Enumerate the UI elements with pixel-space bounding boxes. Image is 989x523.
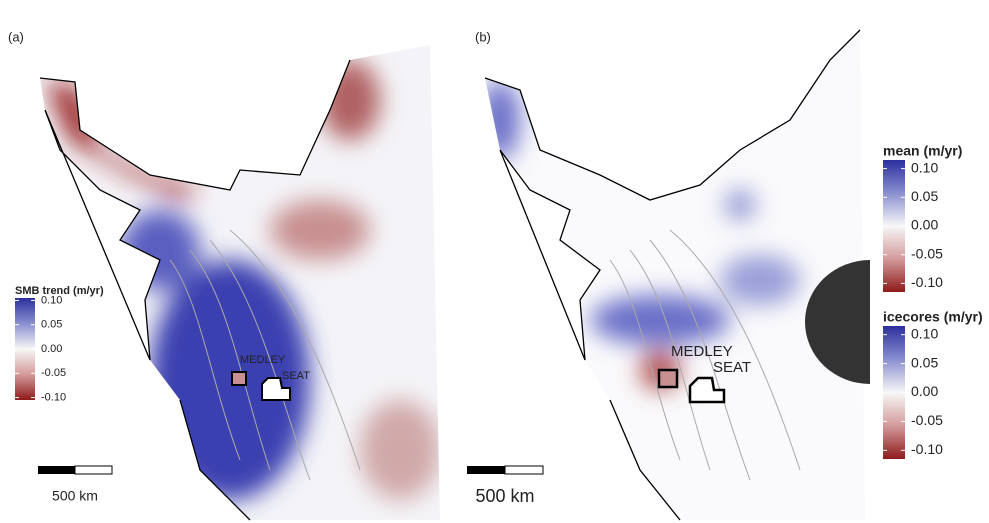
panel-label: (b)	[475, 29, 491, 44]
colorbar-label: 0.10	[41, 294, 62, 306]
colorbar-label: 0.05	[911, 188, 938, 204]
map-a	[0, 0, 460, 523]
site-box	[659, 370, 677, 387]
site-label: MEDLEY	[671, 343, 733, 360]
colorbar-label: -0.05	[911, 245, 943, 261]
legend-title: mean (m/yr)	[883, 143, 962, 159]
colorbar-label: -0.10	[41, 391, 66, 403]
site-label: MEDLEY	[240, 354, 286, 366]
colorbar-label: 0.05	[41, 319, 62, 331]
colorbar-label: 0.00	[41, 343, 62, 355]
site-label: SEAT	[282, 370, 310, 382]
scale-label: 500 km	[475, 486, 534, 506]
colorbar-label: 0.10	[911, 159, 938, 175]
scale-label: 500 km	[52, 488, 98, 504]
colorbar-label: 0.00	[911, 217, 938, 233]
colorbar-label: -0.10	[911, 441, 943, 457]
colorbar-label: -0.05	[911, 412, 943, 428]
colorbar-label: -0.10	[911, 274, 943, 290]
colorbar-label: 0.10	[911, 325, 938, 341]
figure: (a) (b) MEDLEY SEAT MEDLEY SEAT 500 km 5…	[0, 0, 989, 523]
panel-label: (a)	[8, 29, 24, 44]
colorbar-label: 0.05	[911, 354, 938, 370]
site-label: SEAT	[713, 359, 751, 376]
legend-title: icecores (m/yr)	[883, 309, 983, 325]
colorbar-label: 0.00	[911, 383, 938, 399]
site-box	[232, 372, 246, 385]
colorbar-label: -0.05	[41, 367, 66, 379]
